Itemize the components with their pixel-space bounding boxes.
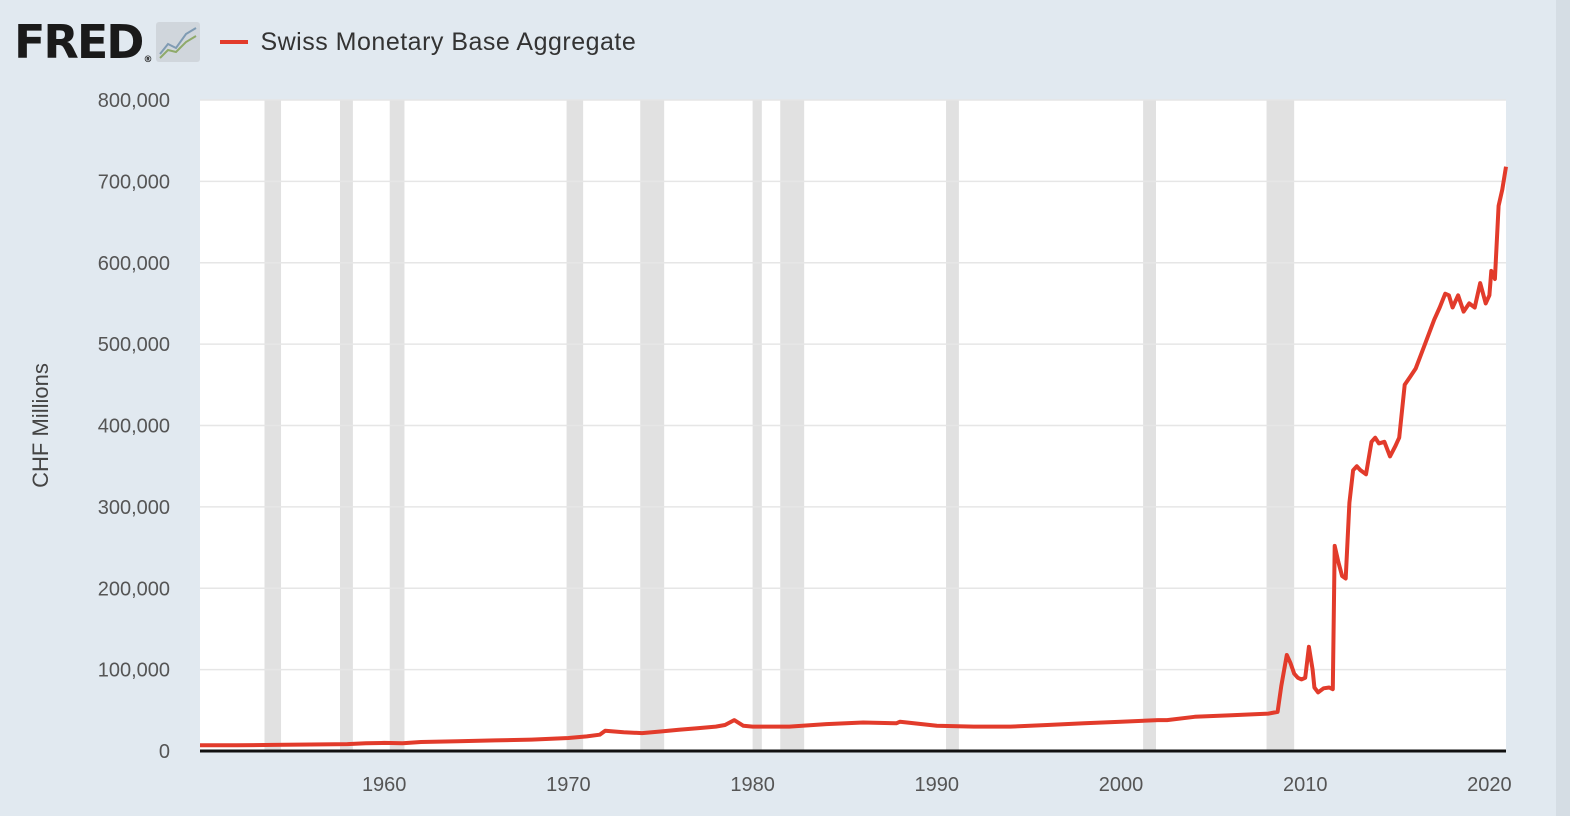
y-tick-label: 800,000 <box>98 90 170 112</box>
legend-label: Swiss Monetary Base Aggregate <box>260 27 637 56</box>
fred-logo[interactable]: FRED® <box>14 19 152 65</box>
legend-swatch <box>220 40 249 44</box>
x-tick-label: 2010 <box>1283 774 1328 796</box>
y-tick-label: 0 <box>159 741 170 763</box>
chart-header: FRED® Swiss Monetary Base Aggregate <box>14 14 636 70</box>
logo-registered-mark: ® <box>143 55 152 65</box>
x-tick-label: 2000 <box>1099 774 1144 796</box>
y-tick-label: 700,000 <box>98 171 170 193</box>
x-tick-label: 2020 <box>1467 774 1512 796</box>
page-scrollbar[interactable] <box>1556 0 1570 816</box>
y-axis-label: CHF Millions <box>28 363 53 488</box>
x-tick-label: 1990 <box>915 774 960 796</box>
y-tick-label: 400,000 <box>98 416 170 438</box>
y-tick-label: 300,000 <box>98 497 170 519</box>
y-tick-label: 600,000 <box>98 253 170 275</box>
chart-legend[interactable]: Swiss Monetary Base Aggregate <box>220 28 636 57</box>
y-tick-label: 500,000 <box>98 334 170 356</box>
y-tick-label: 200,000 <box>98 578 170 600</box>
logo-text: FRED <box>14 15 144 69</box>
trend-graph-icon <box>156 22 201 62</box>
y-tick-label: 100,000 <box>98 660 170 682</box>
y-axis-ticks: 0 100,000 200,000 300,000 400,000 500,000 600,… <box>98 90 170 763</box>
series-line-swiss-monetary-base[interactable] <box>200 166 1508 748</box>
x-tick-label: 1980 <box>730 774 775 796</box>
x-tick-label: 1960 <box>362 774 407 796</box>
x-axis-ticks: 1960 1970 1980 1990 2000 2010 2020 <box>362 774 1512 796</box>
x-tick-label: 1970 <box>546 774 591 796</box>
gridlines <box>200 99 1506 671</box>
